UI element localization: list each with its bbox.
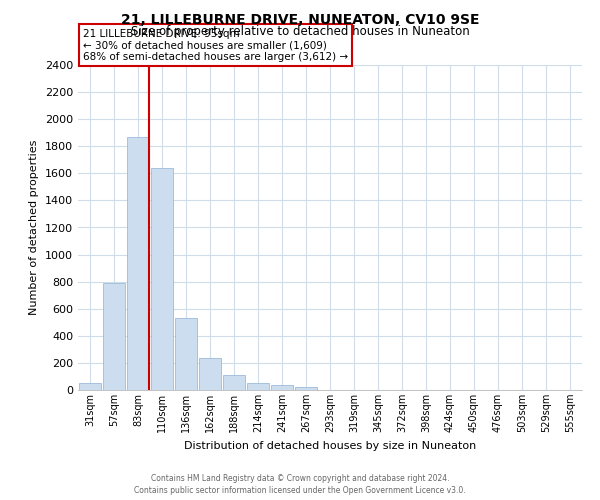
Bar bbox=[151, 168, 173, 390]
Text: Contains HM Land Registry data © Crown copyright and database right 2024.
Contai: Contains HM Land Registry data © Crown c… bbox=[134, 474, 466, 495]
Bar bbox=[127, 137, 149, 390]
Bar bbox=[199, 358, 221, 390]
Bar bbox=[295, 388, 317, 390]
Bar bbox=[103, 283, 125, 390]
Y-axis label: Number of detached properties: Number of detached properties bbox=[29, 140, 40, 315]
Text: 21, LILLEBURNE DRIVE, NUNEATON, CV10 9SE: 21, LILLEBURNE DRIVE, NUNEATON, CV10 9SE bbox=[121, 12, 479, 26]
Bar bbox=[175, 318, 197, 390]
Bar bbox=[271, 386, 293, 390]
Text: Size of property relative to detached houses in Nuneaton: Size of property relative to detached ho… bbox=[131, 25, 469, 38]
Bar bbox=[79, 382, 101, 390]
Bar bbox=[247, 382, 269, 390]
Text: 21 LILLEBURNE DRIVE: 95sqm
← 30% of detached houses are smaller (1,609)
68% of s: 21 LILLEBURNE DRIVE: 95sqm ← 30% of deta… bbox=[83, 28, 348, 62]
Bar bbox=[223, 375, 245, 390]
X-axis label: Distribution of detached houses by size in Nuneaton: Distribution of detached houses by size … bbox=[184, 440, 476, 450]
